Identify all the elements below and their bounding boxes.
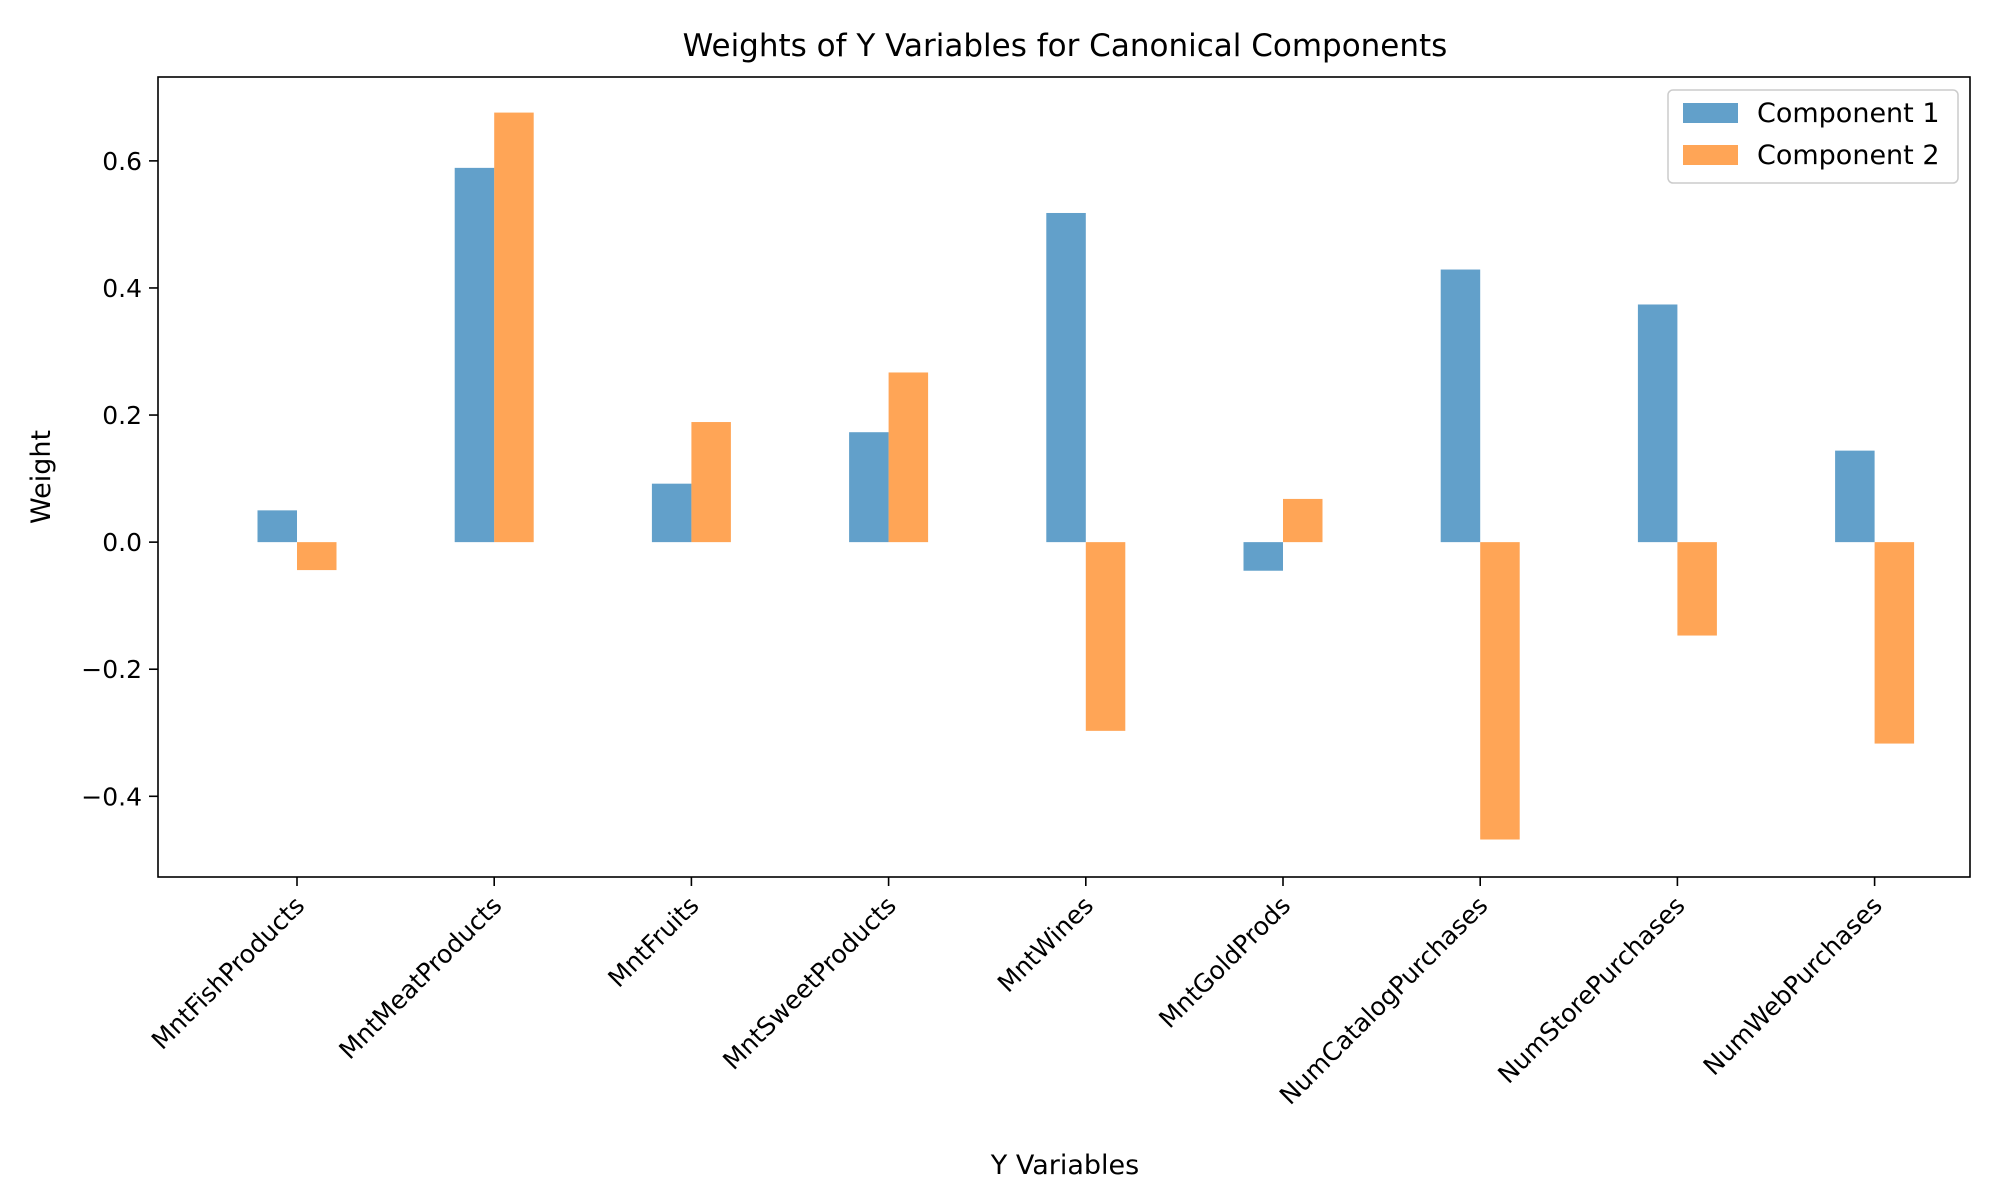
bar-1-MntWines <box>1046 212 1086 543</box>
y-tick-label: 0.6 <box>102 147 142 176</box>
bar-2-MntWines <box>1085 542 1126 731</box>
bar-1-MntFishProducts <box>257 510 297 543</box>
bar-1-NumCatalogPurchases <box>1440 269 1481 543</box>
y-tick-label: −0.4 <box>81 782 142 811</box>
bar-1-NumWebPurchases <box>1835 450 1875 543</box>
x-axis-label: Y Variables <box>990 1150 1139 1181</box>
bar-2-NumStorePurchases <box>1677 542 1717 636</box>
y-axis-label: Weight <box>26 430 57 524</box>
legend-box <box>1667 89 1959 184</box>
bar-2-MntFruits <box>691 422 731 543</box>
plot-frame <box>157 76 1971 878</box>
x-tick-label: MntMeatProducts <box>333 891 507 1065</box>
bar-2-MntFishProducts <box>297 542 337 571</box>
x-axis-ticks: MntFishProducts MntMeatProducts MntFruits M… <box>146 877 1888 1110</box>
chart-title: Weights of Y Variables for Canonical Com… <box>683 28 1448 64</box>
bars-group <box>257 112 1915 840</box>
bar-2-NumCatalogPurchases <box>1480 542 1520 840</box>
x-tick-label: MntSweetProducts <box>717 891 902 1076</box>
legend-label-1: Component 1 <box>1757 98 1940 129</box>
bar-2-MntSweetProducts <box>888 372 929 543</box>
y-tick-label: 0.4 <box>102 274 142 303</box>
y-tick-label: 0.2 <box>102 401 142 430</box>
bar-1-MntSweetProducts <box>849 432 889 543</box>
bar-2-NumWebPurchases <box>1874 542 1915 744</box>
y-tick-label: 0.0 <box>102 528 142 557</box>
bar-1-MntMeatProducts <box>454 167 495 543</box>
x-tick-label: NumStorePurchases <box>1492 891 1690 1089</box>
bar-1-NumStorePurchases <box>1637 304 1678 543</box>
bar-2-MntGoldProds <box>1283 498 1323 543</box>
legend: Component 1 Component 2 <box>1667 89 1959 184</box>
bar-2-MntMeatProducts <box>494 112 534 543</box>
legend-swatch-2 <box>1683 145 1738 165</box>
x-tick-label: NumWebPurchases <box>1698 891 1888 1081</box>
y-tick-label: −0.2 <box>81 655 142 684</box>
y-axis-ticks: −0.4 −0.2 0.0 0.2 0.4 0.6 <box>81 147 158 811</box>
bar-1-MntGoldProds <box>1243 542 1283 571</box>
x-tick-label: MntFishProducts <box>146 891 310 1055</box>
x-tick-label: MntGoldProds <box>1153 891 1296 1034</box>
x-tick-label: MntWines <box>992 891 1099 998</box>
bar-1-MntFruits <box>651 483 692 543</box>
x-tick-label: MntFruits <box>602 891 704 993</box>
legend-swatch-1 <box>1683 103 1738 123</box>
x-tick-label: NumCatalogPurchases <box>1274 891 1494 1111</box>
legend-label-2: Component 2 <box>1757 140 1940 171</box>
